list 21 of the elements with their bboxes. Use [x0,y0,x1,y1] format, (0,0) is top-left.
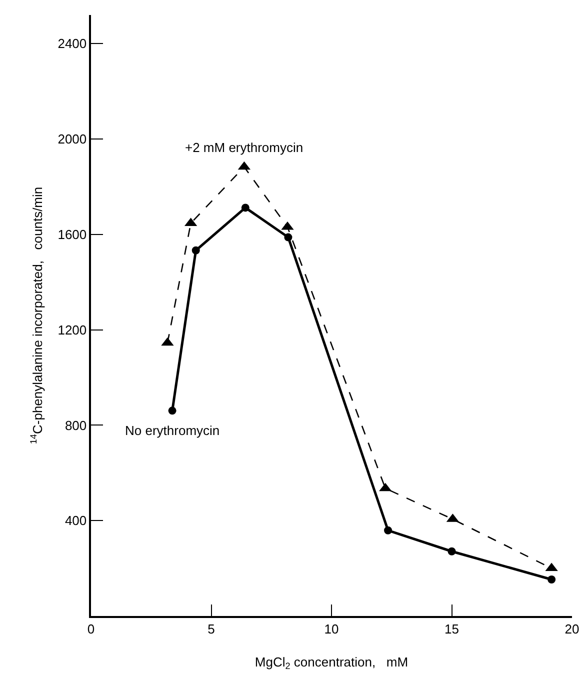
x-tick-label: 20 [564,621,580,636]
x-tick-label: 0 [87,621,95,636]
x-tick-label: 5 [208,621,215,636]
x-axis-title: MgCl$_{2}$ concentration, mM [254,654,408,672]
point [284,233,292,242]
point [548,576,556,584]
y-tick-label: 1600 [58,226,87,242]
point [192,246,200,254]
y-tick-label: 800 [64,418,87,433]
point [448,547,456,556]
point [241,204,250,212]
y-tick-label: 1200 [58,322,87,338]
x-tick-label: 15 [444,621,459,636]
x-tick-label: 10 [324,621,339,636]
y-tick-label: 2000 [58,132,87,147]
series-label: No erythromycin [125,423,220,438]
point [168,406,176,415]
point [384,526,392,534]
series-label: +2 mM erythromycin [185,140,304,155]
y-tick-label: 2400 [58,36,87,52]
y-tick-label: 400 [64,513,87,528]
